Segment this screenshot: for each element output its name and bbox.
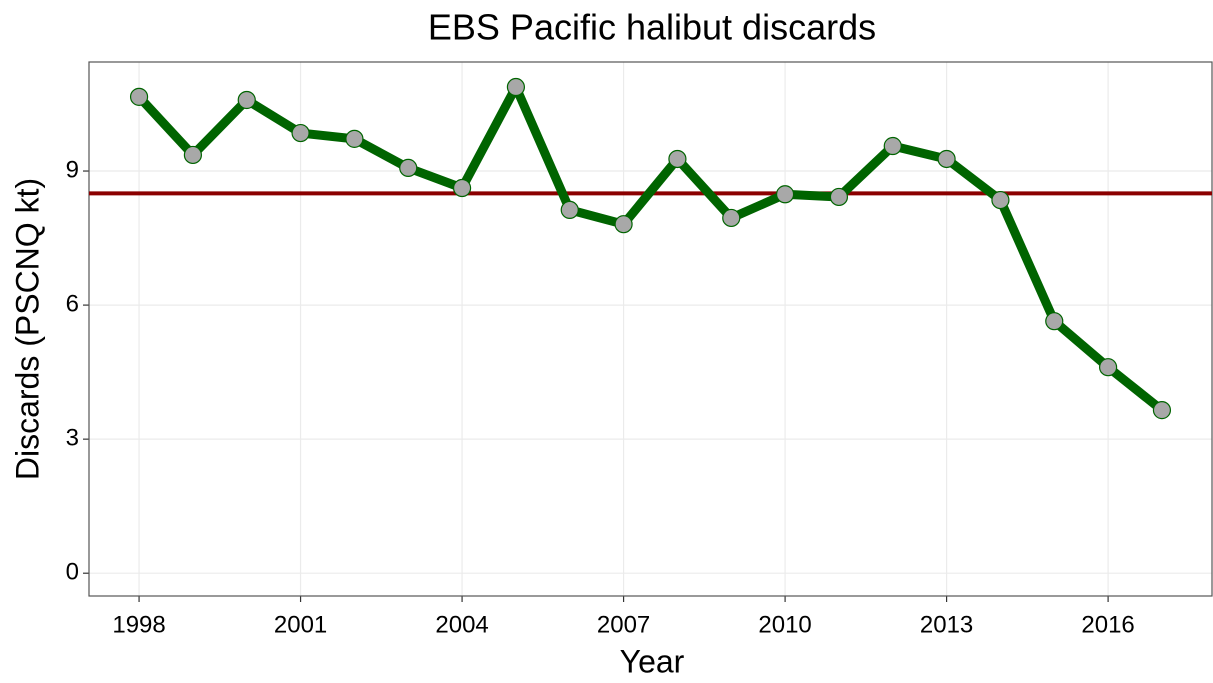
y-tick-label: 0: [66, 559, 79, 586]
data-point: [183, 145, 203, 165]
data-point: [775, 185, 795, 204]
data-point: [991, 190, 1010, 210]
data-point: [399, 158, 418, 178]
plot-background: [89, 62, 1212, 596]
data-point: [668, 149, 687, 169]
y-axis-label: Discards (PSCNQ kt): [9, 178, 45, 480]
y-tick-label: 9: [66, 156, 79, 183]
y-tick-label: 3: [66, 424, 79, 451]
data-point: [1098, 358, 1118, 377]
data-point: [614, 215, 633, 234]
plot-border: [88, 61, 1213, 597]
data-point: [129, 87, 149, 106]
data-point: [1045, 312, 1064, 331]
data-point: [237, 90, 256, 110]
x-tick-label: 2001: [274, 611, 327, 638]
x-axis-label: Year: [620, 643, 685, 679]
x-tick-label: 2004: [435, 611, 488, 638]
data-point: [506, 77, 526, 97]
data-point: [345, 129, 364, 148]
data-point: [722, 208, 741, 228]
x-tick-label: 1998: [112, 611, 165, 638]
data-point: [452, 178, 472, 198]
y-tick-label: 6: [66, 290, 79, 317]
chart-title: EBS Pacific halibut discards: [428, 7, 876, 48]
data-point: [560, 200, 579, 220]
data-point: [1152, 401, 1172, 420]
x-tick-label: 2013: [920, 611, 973, 638]
data-point: [937, 149, 956, 169]
x-tick-label: 2007: [597, 611, 650, 638]
data-point: [883, 136, 902, 156]
x-tick-label: 2016: [1081, 611, 1134, 638]
x-tick-label: 2010: [758, 611, 811, 638]
data-point: [291, 123, 310, 143]
data-point: [829, 187, 849, 207]
